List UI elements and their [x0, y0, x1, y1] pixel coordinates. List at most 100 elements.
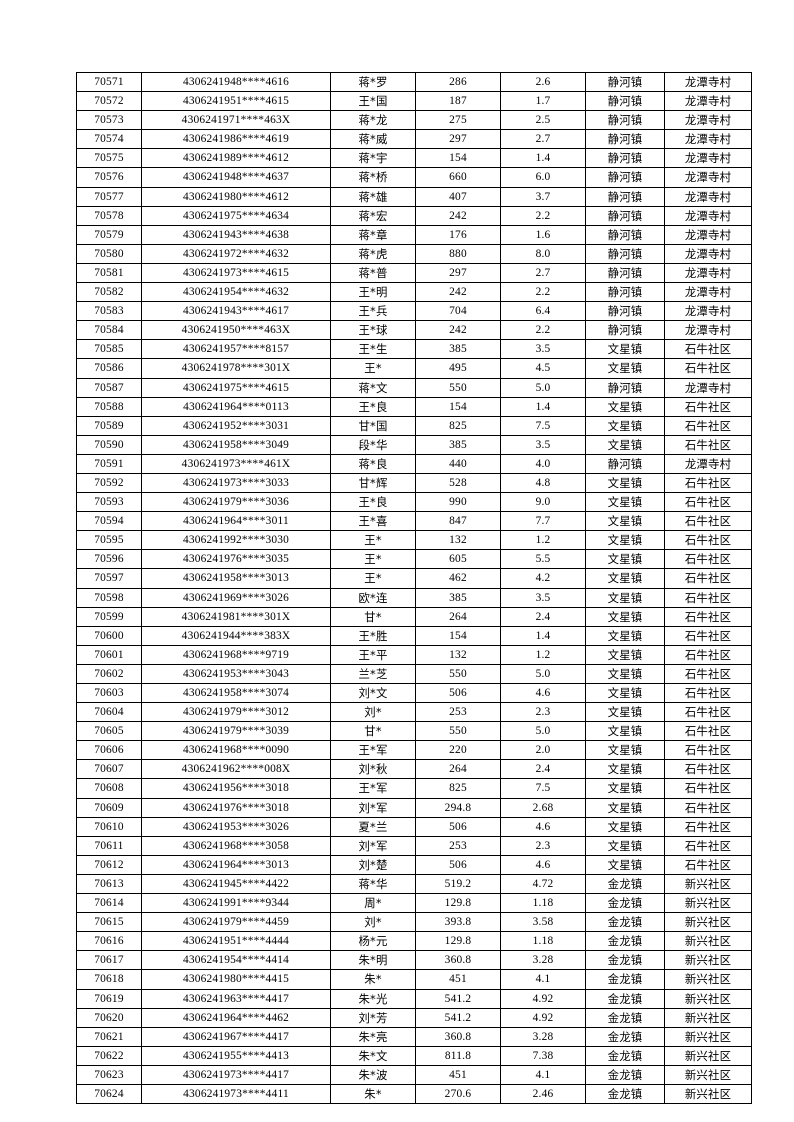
cell-amount: 242 — [415, 205, 501, 226]
cell-rate: 4.2 — [500, 568, 586, 589]
cell-sequence-number: 70612 — [76, 854, 142, 875]
cell-village: 石牛社区 — [664, 759, 752, 780]
cell-rate: 2.3 — [500, 835, 586, 856]
beneficiary-table: 70571 4306241948****4616 蒋*罗 286 2.6 静河镇 龙潭寺村 7… — [76, 71, 752, 1105]
cell-person-name: 刘* — [330, 912, 416, 933]
cell-rate: 1.6 — [500, 224, 586, 245]
cell-sequence-number: 70593 — [76, 492, 142, 513]
cell-town: 文星镇 — [585, 721, 665, 742]
cell-amount: 253 — [415, 835, 501, 856]
cell-id-card-number: 4306241969****3026 — [141, 587, 331, 608]
cell-rate: 2.4 — [500, 606, 586, 627]
cell-sequence-number: 70580 — [76, 243, 142, 264]
cell-sequence-number: 70605 — [76, 721, 142, 742]
table-row: 70611 4306241968****3058 刘*军 253 2.3 文星镇 石牛社区 — [76, 835, 752, 856]
cell-village: 龙潭寺村 — [664, 282, 752, 303]
cell-rate: 6.4 — [500, 301, 586, 322]
cell-person-name: 甘*国 — [330, 415, 416, 436]
table-row: 70586 4306241978****301X 王* 495 4.5 文星镇 石牛社区 — [76, 358, 752, 379]
cell-id-card-number: 4306241954****4632 — [141, 282, 331, 303]
cell-person-name: 朱* — [330, 969, 416, 990]
cell-village: 石牛社区 — [664, 702, 752, 723]
cell-amount: 519.2 — [415, 873, 501, 895]
cell-id-card-number: 4306241968****9719 — [141, 644, 331, 665]
cell-person-name: 刘*军 — [330, 835, 416, 856]
cell-person-name: 王*军 — [330, 740, 416, 761]
cell-village: 龙潭寺村 — [664, 110, 752, 131]
cell-rate: 2.68 — [500, 797, 586, 818]
cell-village: 石牛社区 — [664, 492, 752, 513]
cell-amount: 541.2 — [415, 988, 501, 1009]
cell-village: 新兴社区 — [664, 1083, 752, 1105]
cell-amount: 550 — [415, 663, 501, 685]
cell-amount: 550 — [415, 721, 501, 742]
cell-id-card-number: 4306241992****3030 — [141, 530, 331, 551]
cell-id-card-number: 4306241964****4462 — [141, 1007, 331, 1028]
cell-rate: 4.92 — [500, 988, 586, 1009]
cell-sequence-number: 70621 — [76, 1026, 142, 1047]
cell-person-name: 王*良 — [330, 396, 416, 417]
cell-rate: 2.0 — [500, 740, 586, 761]
cell-rate: 1.4 — [500, 396, 586, 417]
cell-town: 文星镇 — [585, 587, 665, 608]
cell-amount: 407 — [415, 186, 501, 207]
cell-id-card-number: 4306241980****4612 — [141, 186, 331, 207]
cell-amount: 385 — [415, 339, 501, 360]
cell-rate: 4.1 — [500, 1064, 586, 1085]
cell-amount: 825 — [415, 415, 501, 436]
cell-amount: 440 — [415, 453, 501, 474]
cell-amount: 847 — [415, 511, 501, 532]
cell-id-card-number: 4306241991****9344 — [141, 893, 331, 914]
cell-amount: 506 — [415, 854, 501, 875]
cell-sequence-number: 70575 — [76, 148, 142, 169]
cell-village: 石牛社区 — [664, 511, 752, 532]
table-row: 70589 4306241952****3031 甘*国 825 7.5 文星镇 石牛社区 — [76, 415, 752, 436]
cell-rate: 3.5 — [500, 434, 586, 455]
table-row: 70587 4306241975****4615 蒋*文 550 5.0 静河镇 龙潭寺村 — [76, 377, 752, 398]
cell-sequence-number: 70607 — [76, 759, 142, 780]
cell-town: 文星镇 — [585, 759, 665, 780]
cell-town: 文星镇 — [585, 530, 665, 551]
cell-town: 文星镇 — [585, 797, 665, 818]
cell-town: 静河镇 — [585, 91, 665, 112]
table-row: 70620 4306241964****4462 刘*芳 541.2 4.92 金龙镇 新兴… — [76, 1007, 752, 1028]
cell-rate: 2.2 — [500, 205, 586, 226]
cell-rate: 2.46 — [500, 1083, 586, 1105]
cell-rate: 1.4 — [500, 625, 586, 646]
cell-village: 石牛社区 — [664, 778, 752, 799]
table-row: 70577 4306241980****4612 蒋*雄 407 3.7 静河镇 龙潭寺村 — [76, 186, 752, 207]
cell-id-card-number: 4306241950****463X — [141, 320, 331, 341]
cell-sequence-number: 70623 — [76, 1064, 142, 1085]
cell-town: 金龙镇 — [585, 950, 665, 971]
table-row: 70575 4306241989****4612 蒋*宇 154 1.4 静河镇 龙潭寺村 — [76, 148, 752, 169]
cell-amount: 393.8 — [415, 912, 501, 933]
cell-village: 龙潭寺村 — [664, 167, 752, 188]
cell-rate: 6.0 — [500, 167, 586, 188]
cell-rate: 7.5 — [500, 778, 586, 799]
cell-amount: 297 — [415, 129, 501, 150]
cell-id-card-number: 4306241948****4616 — [141, 71, 331, 93]
cell-sequence-number: 70583 — [76, 301, 142, 322]
cell-sequence-number: 70579 — [76, 224, 142, 245]
cell-person-name: 朱*文 — [330, 1045, 416, 1066]
cell-village: 石牛社区 — [664, 472, 752, 494]
cell-id-card-number: 4306241973****3033 — [141, 472, 331, 494]
cell-id-card-number: 4306241951****4615 — [141, 91, 331, 112]
cell-amount: 270.6 — [415, 1083, 501, 1105]
table-row: 70580 4306241972****4632 蒋*虎 880 8.0 静河镇 龙潭寺村 — [76, 243, 752, 264]
cell-town: 金龙镇 — [585, 1064, 665, 1085]
cell-village: 新兴社区 — [664, 1045, 752, 1066]
cell-amount: 360.8 — [415, 1026, 501, 1047]
table-row: 70617 4306241954****4414 朱*明 360.8 3.28 金龙镇 新兴… — [76, 950, 752, 971]
cell-id-card-number: 4306241952****3031 — [141, 415, 331, 436]
cell-rate: 4.0 — [500, 453, 586, 474]
cell-person-name: 王*良 — [330, 492, 416, 513]
cell-person-name: 王*国 — [330, 91, 416, 112]
cell-rate: 3.28 — [500, 950, 586, 971]
cell-person-name: 蒋*宇 — [330, 148, 416, 169]
cell-person-name: 王*生 — [330, 339, 416, 360]
cell-sequence-number: 70606 — [76, 740, 142, 761]
cell-id-card-number: 4306241968****0090 — [141, 740, 331, 761]
cell-rate: 3.28 — [500, 1026, 586, 1047]
cell-rate: 7.7 — [500, 511, 586, 532]
